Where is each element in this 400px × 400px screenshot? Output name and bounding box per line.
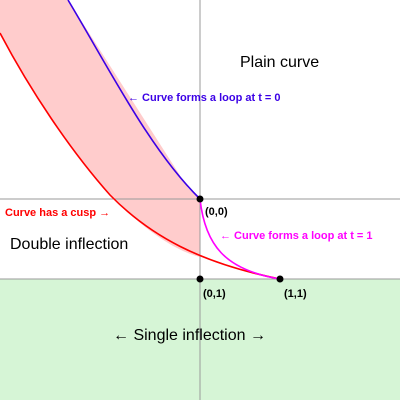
point-label-one-one: (1,1) — [284, 288, 307, 300]
loop-at-t1-label: ← Curve forms a loop at t = 1 — [220, 230, 373, 242]
loop-at-t0-label: ← Curve forms a loop at t = 0 — [128, 92, 281, 104]
loop-at-t0-curve — [67, 0, 201, 200]
cusp-label: Curve has a cusp → — [5, 207, 110, 219]
point-label-origin: (0,0) — [205, 206, 228, 218]
point-origin — [196, 195, 204, 203]
plain-curve-label: Plain curve — [240, 54, 319, 71]
loop-at-t1-curve — [199, 198, 281, 280]
point-label-zero-one: (0,1) — [203, 288, 226, 300]
point-one-one — [276, 275, 284, 283]
double-inflection-label: Double inflection — [10, 236, 128, 253]
point-zero-one — [196, 275, 204, 283]
cusp-band-region — [0, 0, 200, 257]
cusp-curve — [0, 32, 281, 280]
single-inflection-label: ← Single inflection → — [113, 327, 266, 344]
